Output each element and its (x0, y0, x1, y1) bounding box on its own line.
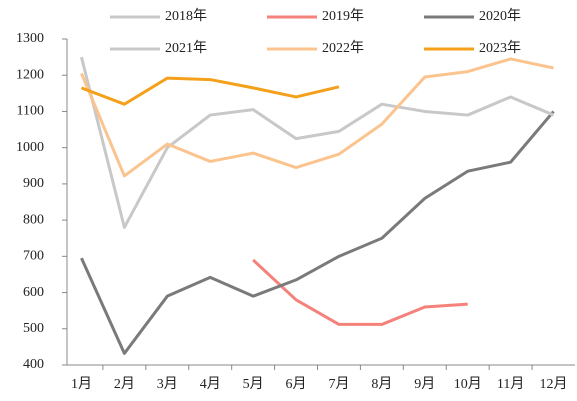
y-tick-label: 800 (23, 212, 44, 227)
series-line (80, 110, 555, 355)
x-tick-label: 2月 (114, 376, 135, 392)
y-tick-label: 600 (23, 285, 44, 300)
y-tick-label: 1200 (16, 67, 44, 82)
legend-label: 2018年 (165, 8, 207, 24)
y-tick-label: 700 (23, 249, 44, 264)
series-line (80, 57, 554, 178)
series-line (80, 76, 340, 106)
y-tick-label: 1300 (16, 31, 44, 46)
y-tick-label: 900 (23, 176, 44, 191)
legend-label: 2020年 (479, 8, 521, 24)
legend-label: 2023年 (479, 40, 521, 56)
y-tick-label: 400 (23, 357, 44, 372)
x-tick-label: 4月 (200, 376, 221, 392)
series-line (252, 258, 468, 326)
x-tick-label: 5月 (243, 376, 264, 392)
y-tick-label: 1000 (16, 140, 44, 155)
y-tick-label: 500 (23, 321, 44, 336)
legend-label: 2021年 (165, 40, 207, 56)
x-tick-label: 12月 (540, 376, 568, 392)
x-tick-label: 10月 (454, 376, 482, 392)
x-tick-label: 1月 (71, 376, 92, 392)
y-tick-label: 1100 (17, 104, 44, 119)
x-tick-label: 11月 (497, 376, 524, 392)
x-tick-label: 9月 (414, 376, 435, 392)
x-tick-label: 6月 (286, 376, 307, 392)
legend-label: 2019年 (322, 8, 364, 24)
legend-label: 2022年 (322, 40, 364, 56)
x-tick-label: 3月 (157, 376, 178, 392)
series-line (80, 56, 555, 229)
x-tick-label: 8月 (371, 376, 392, 392)
x-tick-label: 7月 (328, 376, 349, 392)
